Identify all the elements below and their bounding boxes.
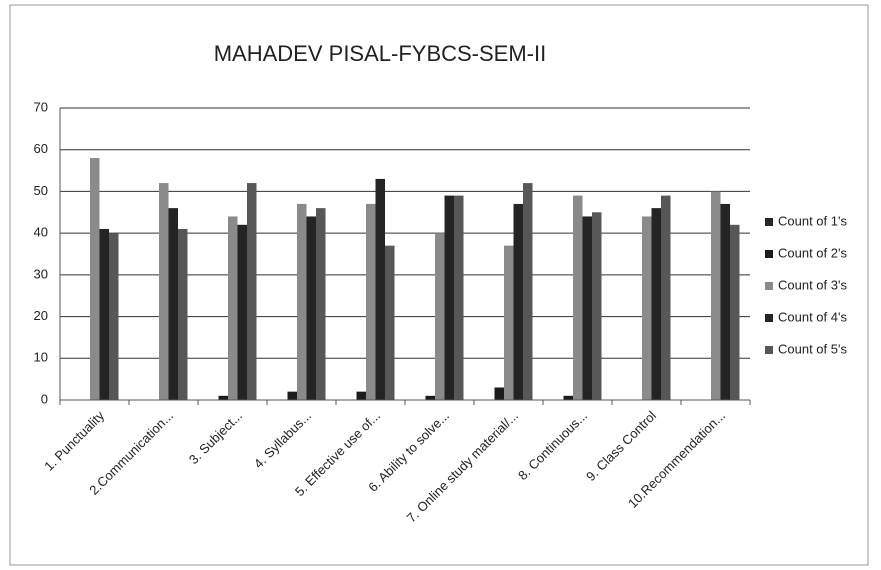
bar <box>237 224 247 400</box>
bar <box>90 158 100 400</box>
legend-label: Count of 4's <box>778 309 847 324</box>
bar <box>247 183 257 400</box>
bar <box>513 203 523 400</box>
y-tick-label: 60 <box>34 141 48 156</box>
bar <box>592 212 602 400</box>
bar <box>228 216 238 400</box>
legend-label: Count of 3's <box>778 277 847 292</box>
y-tick-label: 10 <box>34 350 48 365</box>
y-tick-label: 70 <box>34 99 48 114</box>
y-tick-label: 50 <box>34 183 48 198</box>
bar <box>523 183 533 400</box>
bar <box>720 203 730 400</box>
bar <box>306 216 316 400</box>
bar <box>168 208 178 400</box>
legend-label: Count of 1's <box>778 213 847 228</box>
bar <box>366 203 376 400</box>
bar <box>651 208 661 400</box>
bar <box>504 245 514 400</box>
legend-swatch <box>765 314 773 322</box>
bar <box>642 216 652 400</box>
bar <box>435 233 445 400</box>
bar <box>425 395 435 400</box>
bar <box>109 233 119 400</box>
bar <box>730 224 740 400</box>
bar <box>218 395 228 400</box>
bar <box>454 195 464 400</box>
y-tick-label: 30 <box>34 266 48 281</box>
bar <box>99 228 109 400</box>
legend-label: Count of 2's <box>778 245 847 260</box>
bar <box>287 391 297 400</box>
legend-label: Count of 5's <box>778 341 847 356</box>
bar <box>494 387 504 400</box>
legend-swatch <box>765 218 773 226</box>
chart-title: MAHADEV PISAL-FYBCS-SEM-II <box>214 41 547 66</box>
bar <box>178 228 188 400</box>
bar <box>563 395 573 400</box>
bar <box>356 391 366 400</box>
bar <box>711 191 721 400</box>
bar <box>661 195 671 400</box>
y-tick-label: 0 <box>41 391 48 406</box>
legend-swatch <box>765 282 773 290</box>
y-tick-label: 40 <box>34 225 48 240</box>
bar <box>582 216 592 400</box>
bar <box>573 195 583 400</box>
bar <box>385 245 395 400</box>
legend-swatch <box>765 250 773 258</box>
y-tick-label: 20 <box>34 308 48 323</box>
bar <box>375 178 385 400</box>
bar <box>316 208 326 400</box>
bar <box>444 195 454 400</box>
bar <box>297 203 307 400</box>
legend-swatch <box>765 346 773 354</box>
bar <box>159 183 169 400</box>
